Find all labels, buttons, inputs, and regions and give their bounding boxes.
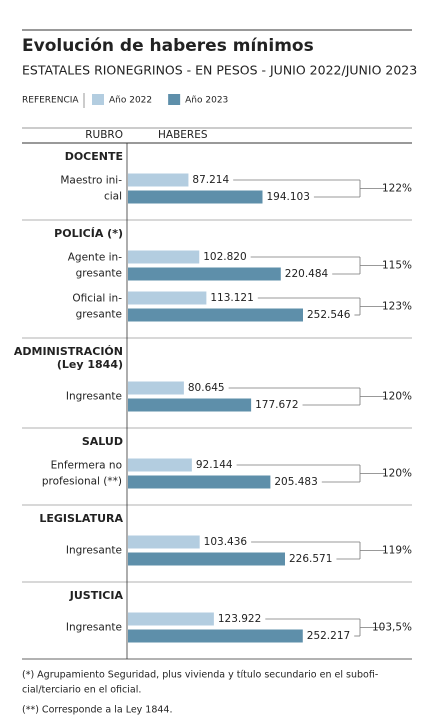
- group-title: DOCENTE: [65, 150, 123, 163]
- group-title: LEGISLATURA: [39, 512, 123, 525]
- bar: [128, 173, 189, 187]
- category-label: profesional (**): [42, 476, 122, 488]
- value-label: 252.546: [307, 309, 351, 321]
- bar: [128, 475, 271, 489]
- footnote: (*) Agrupamiento Seguridad, plus viviend…: [22, 670, 378, 681]
- change-label: 115%: [382, 260, 412, 272]
- value-label: 123.922: [218, 613, 261, 625]
- value-label: 103.436: [204, 536, 248, 548]
- group-title: POLICÍA (*): [54, 227, 123, 240]
- bar: [128, 291, 207, 305]
- change-label: 119%: [382, 545, 412, 557]
- group-title: ADMINISTRACIÓN: [14, 345, 123, 358]
- group-title: (Ley 1844): [57, 358, 123, 371]
- value-label: 102.820: [203, 251, 246, 263]
- category-label: Ingresante: [66, 545, 122, 557]
- bar: [128, 190, 263, 204]
- value-label: 92.144: [196, 459, 233, 471]
- value-header: HABERES: [158, 129, 208, 141]
- value-label: 220.484: [285, 268, 329, 280]
- bar: [128, 458, 192, 472]
- legend-label: Año 2023: [185, 96, 228, 106]
- change-label: 122%: [382, 183, 412, 195]
- change-label: 103,5%: [372, 622, 412, 634]
- bar: [128, 250, 200, 264]
- legend-label: Año 2022: [109, 96, 152, 106]
- category-label: gresante: [76, 309, 122, 321]
- chart-title: Evolución de haberes mínimos: [22, 36, 314, 56]
- value-label: 252.217: [307, 630, 350, 642]
- legend-title: REFERENCIA: [22, 96, 79, 106]
- category-label: Enfermera no: [51, 460, 122, 472]
- change-label: 120%: [382, 468, 412, 480]
- category-label: Agente in-: [68, 252, 122, 264]
- value-label: 205.483: [274, 476, 317, 488]
- group-title: SALUD: [82, 435, 123, 448]
- category-label: Maestro ini-: [60, 175, 122, 187]
- category-label: Ingresante: [66, 622, 122, 634]
- legend-swatch: [168, 94, 181, 105]
- value-label: 80.645: [188, 382, 225, 394]
- footnote: cial/terciario en el oficial.: [22, 685, 141, 696]
- footnote: (**) Corresponde a la Ley 1844.: [22, 705, 173, 716]
- change-label: 123%: [382, 301, 412, 313]
- bar: [128, 381, 184, 395]
- bar: [128, 629, 303, 643]
- bar: [128, 612, 214, 626]
- category-label: Oficial in-: [72, 293, 122, 305]
- bar: [128, 308, 303, 322]
- bar: [128, 398, 252, 412]
- legend-swatch: [92, 94, 104, 105]
- chart-subtitle: ESTATALES RIONEGRINOS - EN PESOS - JUNIO…: [22, 63, 417, 78]
- value-label: 113.121: [210, 292, 253, 304]
- value-label: 87.214: [192, 174, 229, 186]
- value-label: 194.103: [267, 191, 310, 203]
- category-header: RUBRO: [85, 129, 123, 141]
- value-label: 177.672: [255, 399, 298, 411]
- change-label: 120%: [382, 391, 412, 403]
- category-label: gresante: [76, 268, 122, 280]
- group-title: JUSTICIA: [69, 589, 124, 602]
- value-label: 226.571: [289, 553, 332, 565]
- bar: [128, 552, 286, 566]
- category-label: Ingresante: [66, 391, 122, 403]
- bar: [128, 267, 281, 281]
- bar: [128, 535, 200, 549]
- category-label: cial: [104, 191, 122, 203]
